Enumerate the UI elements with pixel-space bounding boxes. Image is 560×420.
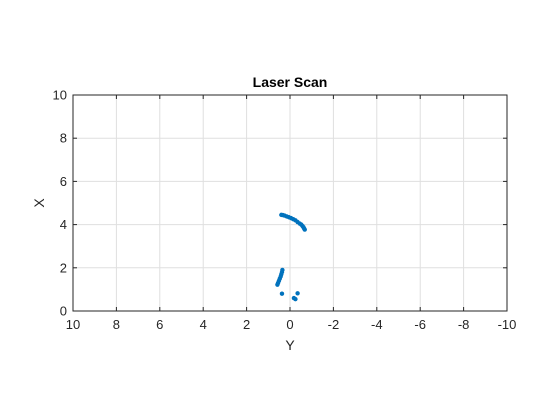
axis-ticks bbox=[72, 94, 508, 312]
y-tick-labels: 0 2 4 6 8 10 bbox=[53, 88, 67, 319]
x-axis-label: Y bbox=[285, 337, 295, 353]
y-axis-label: X bbox=[31, 198, 47, 208]
x-tick-label: 6 bbox=[156, 317, 163, 332]
x-tick-label: 0 bbox=[286, 317, 293, 332]
y-tick-label: 0 bbox=[60, 304, 67, 319]
y-tick-label: 4 bbox=[60, 217, 67, 232]
x-tick-label: 10 bbox=[66, 317, 80, 332]
y-tick-label: 2 bbox=[60, 260, 67, 275]
x-tick-labels: 10 8 6 4 2 0 -2 -4 -6 -8 -10 bbox=[66, 317, 517, 332]
y-tick-label: 10 bbox=[53, 88, 67, 103]
x-tick-label: -8 bbox=[458, 317, 470, 332]
chart-title: Laser Scan bbox=[253, 74, 328, 90]
scan-point bbox=[302, 227, 307, 232]
x-tick-label: 8 bbox=[113, 317, 120, 332]
x-tick-label: 2 bbox=[243, 317, 250, 332]
x-tick-label: 4 bbox=[200, 317, 207, 332]
scan-point bbox=[293, 296, 298, 302]
scan-point bbox=[275, 282, 280, 287]
x-tick-label: -6 bbox=[414, 317, 426, 332]
x-tick-label: -4 bbox=[371, 317, 383, 332]
scan-point bbox=[295, 291, 300, 296]
y-tick-label: 6 bbox=[60, 174, 67, 189]
x-tick-label: -2 bbox=[328, 317, 340, 332]
x-tick-label: -10 bbox=[498, 317, 517, 332]
y-tick-label: 8 bbox=[60, 131, 67, 146]
scan-points bbox=[275, 212, 307, 302]
scan-point bbox=[279, 291, 285, 296]
